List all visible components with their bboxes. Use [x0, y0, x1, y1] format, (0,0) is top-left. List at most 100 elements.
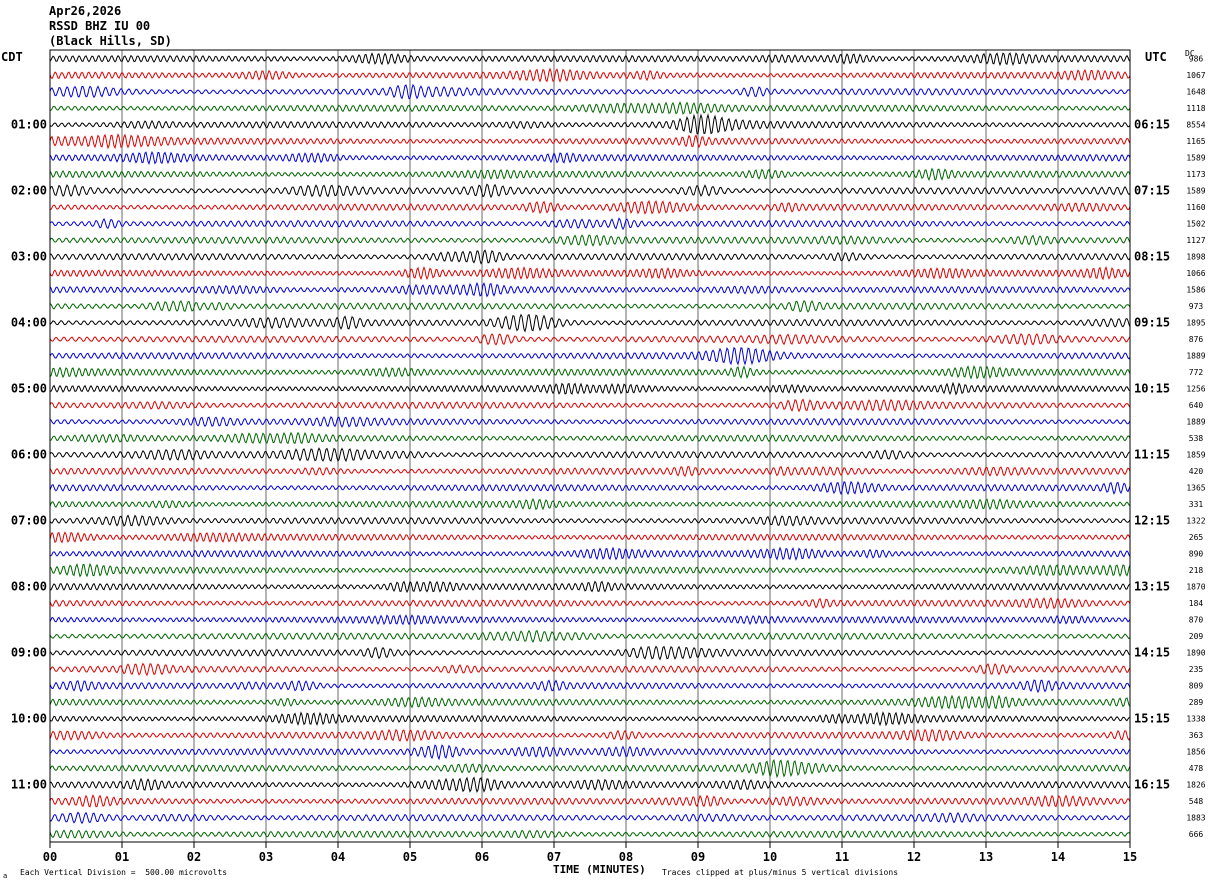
x-tick-label: 12: [907, 850, 921, 864]
dc-offset-label: 666: [1189, 830, 1204, 839]
dc-offset-label: 1173: [1186, 170, 1205, 179]
cdt-hour-label: 11:00: [11, 777, 47, 791]
dc-offset-label: 1118: [1186, 104, 1205, 113]
utc-hour-label: 16:15: [1134, 777, 1170, 791]
trace-line: [49, 113, 1131, 135]
x-tick-label: 08: [619, 850, 633, 864]
dc-offset-label: 1589: [1186, 186, 1205, 195]
x-tick-label: 05: [403, 850, 417, 864]
trace-line: [49, 281, 1131, 298]
trace-line: [49, 83, 1131, 100]
dc-offset-label: 184: [1189, 599, 1204, 608]
scale-note: Each Vertical Division = 500.00 microvol…: [20, 868, 228, 877]
dc-offset-label: 890: [1189, 549, 1204, 558]
trace-line: [49, 562, 1131, 578]
trace-line: [49, 101, 1131, 115]
minute-grid: [121, 50, 1059, 842]
dc-offset-label: 1502: [1186, 219, 1205, 228]
x-tick-label: 04: [331, 850, 345, 864]
dc-offset-label: 1586: [1186, 285, 1205, 294]
dc-offset-label: 1127: [1186, 236, 1205, 245]
trace-line: [49, 580, 1131, 594]
trace-line: [49, 694, 1131, 710]
utc-hour-labels: 06:15 07:15 08:15 09:15 10:15 11:15 12:15 13:15…: [1134, 117, 1170, 791]
cdt-hour-label: 08:00: [11, 579, 47, 593]
trace-line: [49, 744, 1131, 761]
dc-offset-label: 870: [1189, 615, 1204, 624]
x-axis-title: TIME (MINUTES): [553, 863, 646, 876]
x-tick-label: 11: [835, 850, 849, 864]
dc-offset-label: 1165: [1186, 137, 1205, 146]
x-axis-ticks: 00 01 02 03 04 05 06 07 08 09 10 11 12 13 14 15: [43, 842, 1137, 864]
date-label: Apr26,2026: [49, 4, 122, 18]
trace-line: [49, 415, 1131, 428]
dc-offset-label: 640: [1189, 401, 1204, 410]
dc-offset-label: 1648: [1186, 87, 1205, 96]
dc-offset-label: 1256: [1186, 384, 1205, 393]
trace-line: [49, 234, 1131, 247]
dc-offset-label: 1870: [1186, 582, 1205, 591]
trace-line: [49, 313, 1131, 333]
x-tick-label: 07: [547, 850, 561, 864]
location-label: (Black Hills, SD): [49, 34, 172, 48]
trace-line: [49, 679, 1131, 694]
cdt-hour-label: 02:00: [11, 183, 47, 197]
utc-hour-label: 08:15: [1134, 249, 1170, 263]
utc-hour-label: 13:15: [1134, 579, 1170, 593]
dc-column-title: DC: [1185, 49, 1195, 58]
plot-frame: [49, 49, 1131, 843]
dc-offset-label: 1066: [1186, 269, 1205, 278]
dc-offset-label: 363: [1189, 731, 1204, 740]
trace-line: [49, 776, 1131, 793]
trace-line: [49, 531, 1131, 544]
trace-line: [49, 614, 1131, 626]
dc-offset-label: 1889: [1186, 351, 1205, 360]
dc-offset-label: 478: [1189, 764, 1204, 773]
dc-offset-label: 218: [1189, 566, 1204, 575]
trace-line: [49, 629, 1131, 643]
x-tick-label: 14: [1051, 850, 1065, 864]
trace-line: [49, 265, 1131, 281]
dc-offset-label: 420: [1189, 467, 1204, 476]
corner-mark: a: [3, 872, 8, 880]
trace-line: [49, 299, 1131, 313]
dc-offset-label: 1889: [1186, 417, 1205, 426]
cdt-axis-title: CDT: [1, 50, 23, 64]
utc-hour-label: 14:15: [1134, 645, 1170, 659]
trace-line: [49, 465, 1131, 478]
trace-line: [49, 645, 1131, 661]
dc-offset-label: 1883: [1186, 813, 1205, 822]
dc-offset-label: 1859: [1186, 450, 1205, 459]
dc-offset-label: 1856: [1186, 747, 1205, 756]
cdt-hour-label: 10:00: [11, 711, 47, 725]
dc-offset-labels: 986 1067 1648 1118 8554 1165 1589 1173 1589 1160 1…: [1186, 54, 1205, 839]
cdt-hour-label: 01:00: [11, 117, 47, 131]
dc-offset-label: 8554: [1186, 120, 1205, 129]
cdt-hour-label: 03:00: [11, 249, 47, 263]
x-tick-label: 02: [187, 850, 201, 864]
trace-line: [49, 811, 1131, 825]
x-tick-label: 01: [115, 850, 129, 864]
dc-offset-label: 289: [1189, 698, 1204, 707]
x-tick-label: 15: [1123, 850, 1137, 864]
utc-hour-label: 10:15: [1134, 381, 1170, 395]
trace-line: [49, 431, 1131, 445]
clip-note: Traces clipped at plus/minus 5 vertical …: [662, 868, 899, 877]
dc-offset-label: 772: [1189, 368, 1204, 377]
seismic-traces: [49, 52, 1131, 840]
trace-line: [49, 794, 1131, 808]
dc-offset-label: 1890: [1186, 648, 1205, 657]
trace-line: [49, 711, 1131, 727]
cdt-hour-label: 04:00: [11, 315, 47, 329]
station-label: RSSD BHZ IU 00: [49, 19, 151, 33]
dc-offset-label: 1895: [1186, 318, 1205, 327]
dc-offset-label: 973: [1189, 302, 1204, 311]
trace-line: [49, 249, 1131, 265]
dc-offset-label: 1898: [1186, 252, 1205, 261]
dc-offset-label: 209: [1189, 632, 1204, 641]
cdt-hour-label: 05:00: [11, 381, 47, 395]
cdt-hour-label: 09:00: [11, 645, 47, 659]
dc-offset-label: 986: [1189, 54, 1204, 63]
trace-line: [49, 217, 1131, 231]
